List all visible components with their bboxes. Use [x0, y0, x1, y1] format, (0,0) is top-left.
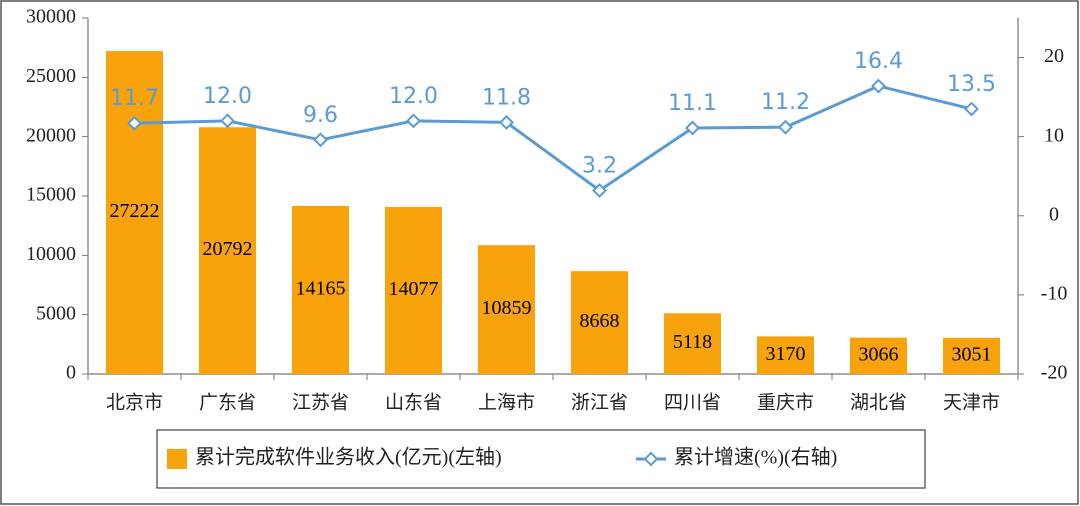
- y2-tick-label: -10: [1041, 282, 1068, 304]
- bar-value-label: 27222: [110, 200, 160, 222]
- bar-value-label: 20792: [203, 238, 253, 260]
- legend-box: [156, 429, 926, 489]
- y-tick-label: 30000: [26, 6, 76, 28]
- legend-marker: [643, 451, 659, 467]
- bar: [757, 336, 814, 374]
- y-tick-label: 0: [66, 362, 76, 384]
- legend-label: 累计完成软件业务收入(亿元)(左轴): [195, 446, 502, 469]
- line-marker: [313, 132, 328, 148]
- x-tick-label: 湖北省: [850, 391, 907, 413]
- bar: [106, 50, 163, 374]
- y-tick-label: 20000: [26, 124, 76, 146]
- line-value-label: 11.8: [482, 85, 531, 110]
- line-marker: [499, 115, 514, 130]
- line: [134, 84, 972, 193]
- line-marker: [127, 115, 142, 131]
- line-value-label: 11.7: [110, 86, 159, 111]
- x-tick-label: 山东省: [385, 391, 442, 413]
- y2-tick-label: 10: [1044, 124, 1064, 146]
- line-marker: [871, 78, 886, 94]
- bar: [664, 313, 721, 374]
- bar-value-label: 14077: [389, 278, 439, 300]
- line-value-label: 12.0: [203, 84, 252, 109]
- bar-value-label: 3051: [952, 343, 992, 365]
- bar: [385, 206, 442, 374]
- line-marker: [220, 113, 235, 129]
- line-value-label: 13.5: [947, 72, 996, 97]
- y-tick-label: 5000: [36, 302, 76, 324]
- legend-label: 累计增速(%)(右轴): [674, 446, 837, 469]
- bar: [292, 205, 349, 374]
- bar: [943, 337, 1000, 374]
- line-marker: [592, 183, 607, 198]
- bar-value-label: 3066: [859, 343, 899, 365]
- line-value-label: 16.4: [854, 49, 903, 74]
- bar-value-label: 10859: [482, 297, 532, 319]
- bar: [571, 271, 628, 374]
- bar: [478, 245, 535, 374]
- x-tick-label: 四川省: [664, 391, 721, 413]
- bar-value-label: 14165: [296, 278, 346, 300]
- x-tick-label: 天津市: [943, 391, 1000, 413]
- y2-tick-label: 20: [1044, 45, 1064, 67]
- line-marker: [778, 119, 793, 135]
- bar: [199, 127, 256, 374]
- bar-value-label: 5118: [673, 331, 712, 353]
- line-value-label: 3.2: [582, 153, 617, 178]
- line-value-label: 11.1: [668, 91, 717, 116]
- line-value-label: 9.6: [303, 103, 338, 128]
- line-marker: [964, 101, 979, 117]
- x-tick-label: 江苏省: [292, 391, 349, 413]
- y2-tick-label: 0: [1049, 203, 1059, 225]
- y-tick-label: 10000: [26, 243, 76, 265]
- y-tick-label: 15000: [26, 184, 76, 206]
- bar: [850, 337, 907, 374]
- line-marker: [406, 113, 421, 129]
- x-tick-label: 上海市: [478, 391, 535, 413]
- line-marker: [685, 120, 700, 136]
- bar-value-label: 3170: [766, 343, 806, 365]
- line-value-label: 12.0: [389, 84, 438, 109]
- x-tick-label: 重庆市: [757, 391, 814, 413]
- x-tick-label: 浙江省: [571, 391, 628, 413]
- legend-swatch: [167, 449, 187, 469]
- y-tick-label: 25000: [26, 65, 76, 87]
- y2-tick-label: -20: [1041, 362, 1068, 384]
- x-tick-label: 北京市: [106, 391, 163, 413]
- bar-value-label: 8668: [580, 310, 620, 332]
- line-value-label: 11.2: [761, 90, 810, 115]
- x-tick-label: 广东省: [199, 391, 256, 413]
